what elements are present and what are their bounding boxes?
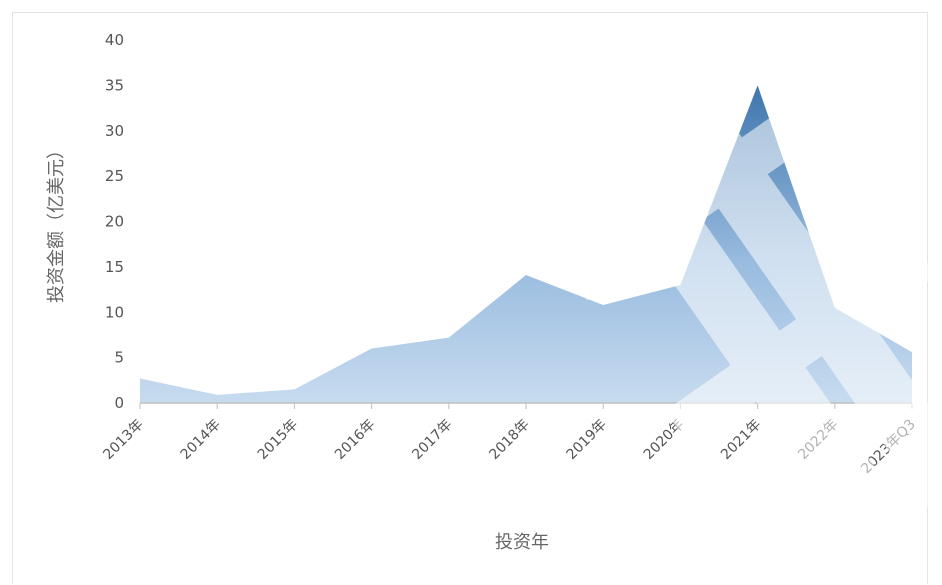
y-tick-label: 40 bbox=[105, 31, 124, 49]
y-tick-label: 25 bbox=[105, 167, 124, 185]
y-axis-title: 投资金额（亿美元） bbox=[46, 141, 67, 303]
x-tick-label: 2014年 bbox=[178, 417, 224, 463]
x-tick-label: 2015年 bbox=[255, 417, 301, 463]
x-tick-label: 2018年 bbox=[486, 417, 532, 463]
x-tick-label: 2020年 bbox=[641, 417, 687, 463]
x-tick-label: 2019年 bbox=[564, 417, 610, 463]
y-tick-label: 30 bbox=[105, 122, 124, 140]
x-tick-label: 2016年 bbox=[332, 417, 378, 463]
y-tick-label: 20 bbox=[105, 213, 124, 231]
x-tick-label: 2022年 bbox=[795, 417, 841, 463]
y-tick-label: 0 bbox=[114, 394, 124, 412]
investment-area-series bbox=[140, 85, 912, 403]
y-tick-label: 35 bbox=[105, 76, 124, 94]
y-tick-label: 15 bbox=[105, 258, 124, 276]
x-tick-label: 2021年 bbox=[718, 417, 764, 463]
x-tick-label: 2017年 bbox=[409, 417, 455, 463]
x-tick-label: 2013年 bbox=[100, 417, 146, 463]
y-tick-label: 10 bbox=[105, 303, 124, 321]
x-tick-label: 2023年Q3 bbox=[858, 417, 919, 478]
y-tick-label: 5 bbox=[114, 349, 124, 367]
x-axis-title: 投资年 bbox=[495, 532, 549, 553]
